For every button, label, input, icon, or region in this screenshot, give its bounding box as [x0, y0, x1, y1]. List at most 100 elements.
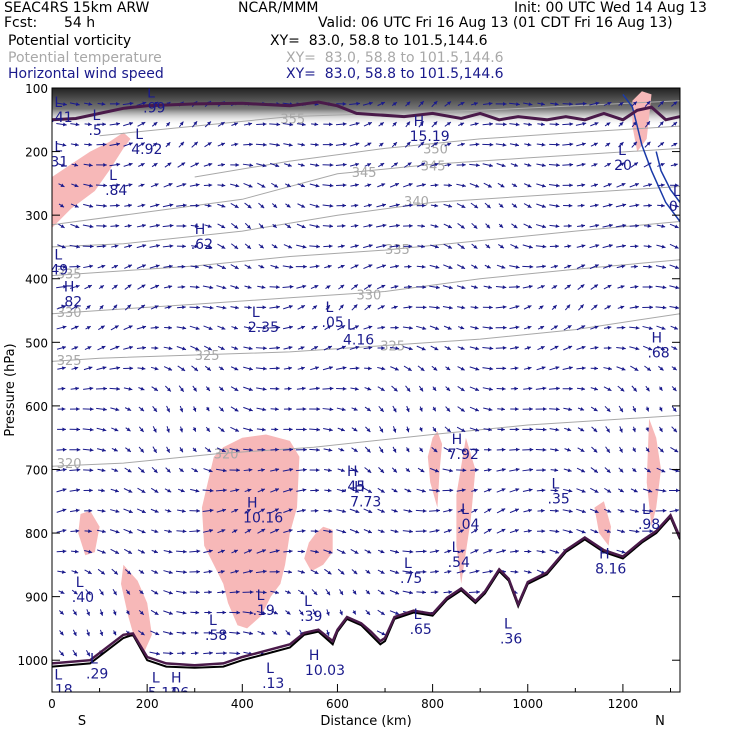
- terrain-fill: [52, 517, 680, 692]
- wind-arrowhead: [634, 182, 639, 187]
- wind-arrowhead: [208, 630, 213, 635]
- wind-arrowhead: [475, 163, 480, 168]
- wind-arrowhead: [87, 570, 92, 574]
- low-marker: L: [257, 588, 265, 604]
- low-marker: L: [414, 607, 422, 623]
- wind-arrowhead: [179, 408, 184, 413]
- wind-arrowhead: [499, 244, 504, 249]
- wind-arrowhead: [515, 122, 520, 127]
- wind-arrowhead: [513, 224, 518, 229]
- wind-arrowhead: [632, 101, 637, 106]
- wind-arrowhead: [462, 448, 466, 453]
- wind-arrowhead: [221, 163, 225, 167]
- wind-arrowhead: [315, 204, 320, 208]
- wind-arrowhead: [395, 346, 400, 351]
- wind-arrowhead: [180, 387, 184, 392]
- wind-arrowhead: [409, 203, 413, 208]
- wind-arrowhead: [234, 346, 239, 350]
- wind-arrowhead: [673, 122, 678, 126]
- wind-arrowhead: [236, 468, 240, 473]
- wind-arrowhead: [301, 529, 306, 533]
- y-tick-label: 800: [25, 527, 48, 541]
- wind-arrowhead: [622, 223, 627, 228]
- wind-arrowhead: [435, 549, 440, 554]
- wind-arrowhead: [88, 366, 93, 370]
- wind-arrowhead: [89, 427, 94, 432]
- wind-arrowhead: [408, 182, 413, 187]
- wind-arrowhead: [460, 366, 465, 371]
- wind-arrowhead: [568, 488, 573, 493]
- center-title: NCAR/MMM: [238, 0, 319, 16]
- wind-arrowhead: [154, 183, 159, 187]
- wind-arrowhead: [154, 101, 159, 106]
- wind-arrowhead: [645, 448, 650, 453]
- wind-arrowhead: [74, 204, 79, 208]
- wind-arrowhead: [379, 428, 384, 433]
- wind-arrowhead: [446, 122, 451, 126]
- wind-arrowhead: [581, 386, 586, 391]
- wind-arrowhead: [633, 162, 638, 167]
- wind-arrowhead: [103, 224, 107, 228]
- wind-arrowhead: [569, 183, 573, 188]
- wind-arrowhead: [114, 488, 119, 493]
- wind-arrowhead: [74, 346, 79, 350]
- wind-arrowhead: [342, 183, 347, 188]
- wind-arrowhead: [62, 325, 67, 330]
- wind-arrowhead: [447, 142, 452, 147]
- wind-arrowhead: [167, 305, 172, 310]
- wind-arrowhead: [353, 448, 358, 452]
- wind-arrowhead: [342, 529, 347, 534]
- wind-arrowhead: [368, 366, 372, 371]
- wind-arrowhead: [275, 407, 279, 412]
- wind-arrowhead: [620, 162, 625, 167]
- plot-frame: [51, 87, 681, 693]
- wind-arrowhead: [594, 122, 599, 126]
- wind-arrowhead: [619, 142, 624, 146]
- wind-arrowhead: [554, 102, 559, 106]
- wind-arrowhead: [234, 265, 239, 269]
- wind-arrowhead: [194, 651, 199, 656]
- wind-arrowhead: [129, 101, 134, 106]
- wind-arrowhead: [594, 203, 599, 208]
- high-marker: H: [452, 432, 463, 448]
- wind-arrowhead: [274, 265, 279, 269]
- wind-arrowhead: [193, 468, 198, 472]
- wind-arrowhead: [475, 346, 480, 351]
- pv-shaded-region: [78, 510, 100, 556]
- wind-arrowhead: [367, 529, 372, 534]
- wind-arrowhead: [393, 142, 397, 147]
- wind-arrowhead: [434, 162, 439, 167]
- low-marker: L: [76, 575, 84, 591]
- wind-arrowhead: [233, 122, 238, 127]
- wind-arrowhead: [435, 528, 440, 533]
- wind-arrowhead: [569, 122, 574, 127]
- wind-arrowhead: [235, 183, 240, 188]
- wind-arrowhead: [128, 203, 132, 208]
- wind-arrowhead: [540, 326, 545, 330]
- wind-arrowhead: [621, 182, 626, 187]
- wind-arrowhead: [448, 590, 453, 595]
- wind-arrowhead: [672, 407, 677, 412]
- wind-arrowhead: [406, 101, 411, 106]
- wind-arrowhead: [447, 549, 452, 554]
- wind-arrowhead: [234, 428, 239, 432]
- theta-contour-label: 330: [57, 306, 82, 321]
- wind-arrowhead: [116, 183, 121, 188]
- wind-arrowhead: [340, 570, 345, 575]
- pv-shaded-region: [201, 434, 300, 629]
- wind-arrowhead: [673, 101, 678, 106]
- wind-arrowhead: [608, 366, 612, 371]
- wind-arrowhead: [392, 428, 397, 433]
- wind-arrowhead: [288, 142, 293, 147]
- wind-arrowhead: [103, 407, 107, 412]
- wind-arrowhead: [60, 651, 64, 656]
- wind-arrowhead: [288, 549, 293, 554]
- wind-arrowhead: [153, 387, 158, 391]
- wind-arrowhead: [153, 469, 158, 473]
- wind-arrowhead: [634, 509, 639, 513]
- wind-arrowhead: [236, 590, 240, 594]
- wind-arrowhead: [460, 407, 465, 412]
- wind-arrowhead: [409, 224, 413, 228]
- wind-arrowhead: [75, 224, 80, 229]
- wind-arrowhead: [419, 407, 423, 412]
